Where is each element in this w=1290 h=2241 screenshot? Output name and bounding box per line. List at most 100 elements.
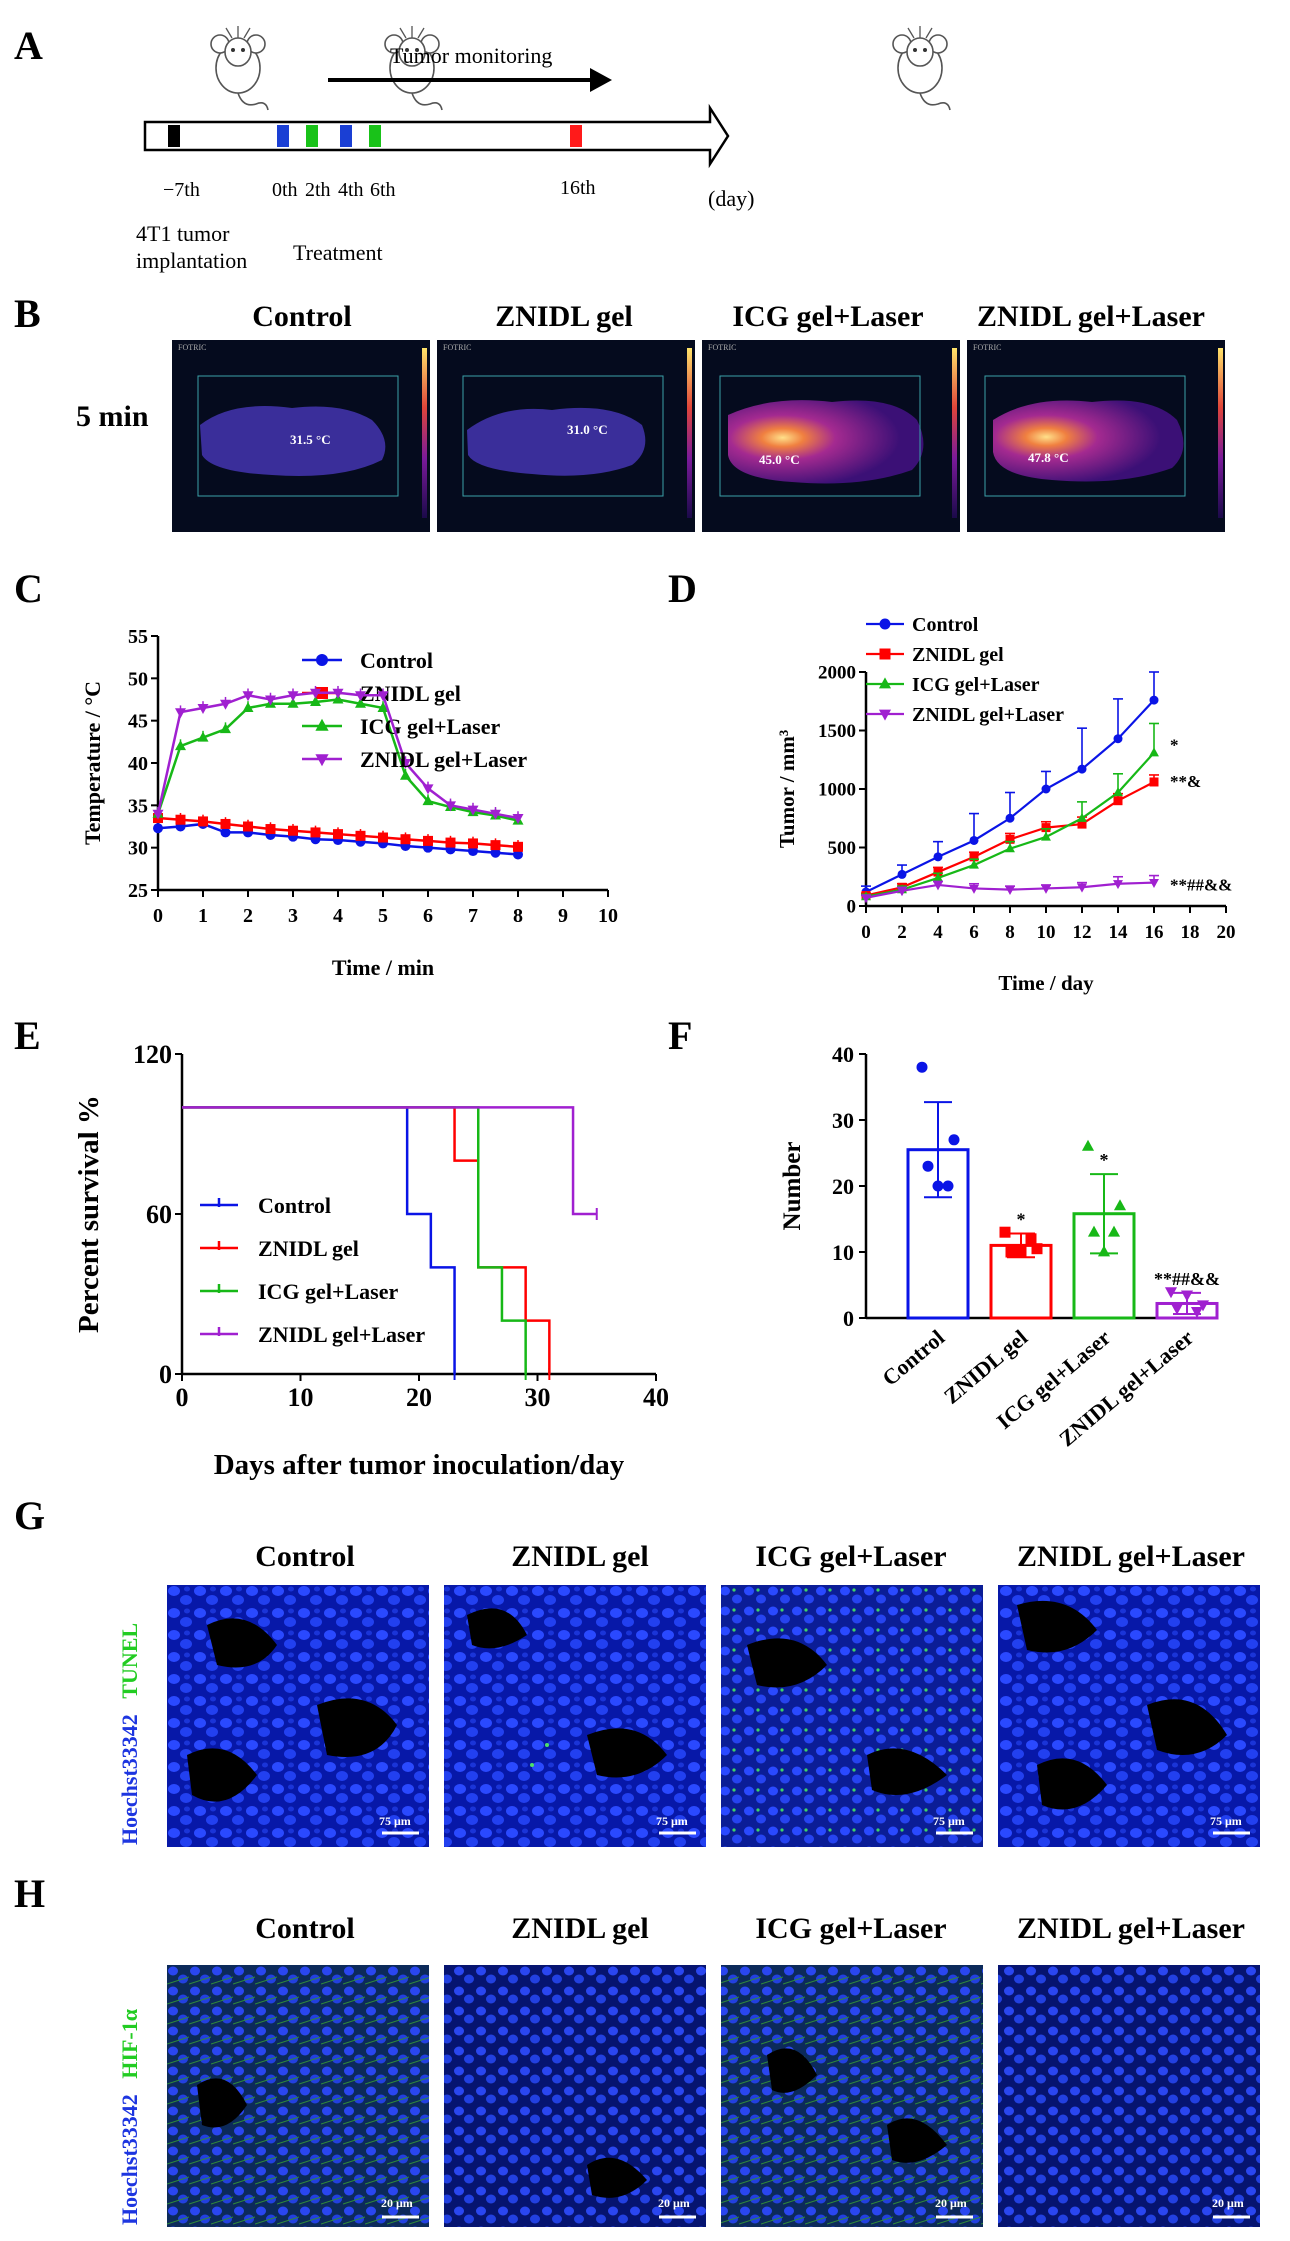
data-point — [513, 849, 523, 860]
y-tick-label: 2000 — [818, 663, 856, 684]
implant-label: 4T1 tumor — [136, 221, 230, 246]
data-point — [1015, 1246, 1027, 1258]
legend-label: ZNIDL gel+Laser — [360, 747, 527, 772]
x-tick-label: 6 — [969, 922, 979, 943]
data-point — [1113, 796, 1123, 806]
scale-bar-label: 20 μm — [658, 2196, 690, 2210]
significance-label: **##&& — [1154, 1269, 1220, 1289]
y-axis-label: Number — [779, 1142, 806, 1231]
data-point — [422, 784, 434, 795]
monitoring-label: Tumor monitoring — [390, 43, 552, 68]
x-tick-label: 8 — [1005, 922, 1015, 943]
y-tick-label: 0 — [843, 1306, 854, 1331]
data-point — [400, 759, 411, 769]
chart-survival: 0 10 20 30 40 0 60 120 Days after tumor inoculat… — [73, 1040, 669, 1480]
data-point — [879, 648, 891, 660]
stain-label: Hoechst33342 HIF-1α — [117, 2009, 143, 2225]
scale-bar-label: 75 μm — [656, 1814, 688, 1828]
data-point — [948, 1134, 960, 1146]
y-tick-label: 500 — [828, 838, 857, 859]
data-point — [1149, 747, 1159, 757]
x-axis-label: Time / day — [998, 971, 1094, 995]
data-point — [878, 677, 892, 689]
panel-letter-a: A — [14, 23, 43, 68]
data-point — [1041, 831, 1051, 841]
thermal-image-control: FOTRIC 31.5 °C — [172, 340, 430, 532]
thermal-images: FOTRIC 31.5 °C FOTRIC 31.0 °C FOTRIC 45.… — [172, 340, 1225, 532]
data-point — [175, 708, 186, 719]
timeline-arrow — [143, 103, 730, 169]
data-point — [1113, 734, 1123, 744]
micro-image: 75 μm — [444, 1585, 706, 1847]
data-point — [1025, 1233, 1037, 1245]
data-point — [1077, 819, 1087, 829]
day-label: 0th — [272, 179, 298, 201]
x-axis-label: Time / min — [332, 955, 434, 980]
data-point — [1005, 834, 1015, 844]
data-point — [1041, 784, 1051, 794]
data-point — [265, 824, 276, 835]
y-tick-label: 0 — [847, 897, 857, 918]
x-axis-label: Days after tumor inoculation/day — [214, 1449, 625, 1480]
thermal-title: Control — [252, 300, 352, 333]
data-point — [175, 814, 186, 825]
data-point — [243, 821, 253, 832]
data-point — [378, 832, 388, 843]
category-label: Control — [877, 1325, 949, 1391]
series-line — [865, 751, 1155, 898]
data-point — [1149, 879, 1159, 888]
day-marker — [277, 125, 289, 147]
stain-blue: Hoechst33342 — [117, 2094, 142, 2225]
time-label: 5 min — [76, 400, 149, 433]
y-tick-label: 30 — [128, 838, 148, 860]
data-point — [1041, 823, 1051, 833]
day-marker — [570, 125, 582, 147]
data-point — [288, 825, 298, 836]
y-tick-label: 120 — [133, 1040, 172, 1069]
legend-label: ICG gel+Laser — [912, 674, 1040, 696]
data-point — [1005, 886, 1015, 896]
panel-letter-f: F — [668, 1013, 693, 1058]
data-point — [879, 618, 891, 630]
data-point — [1031, 1243, 1043, 1255]
day-label: 6th — [370, 179, 396, 201]
survival-line — [182, 1106, 597, 1216]
micro-title: ZNIDL gel+Laser — [1017, 1912, 1245, 1945]
data-point — [897, 869, 907, 879]
data-point — [315, 718, 329, 731]
x-tick-label: 10 — [288, 1383, 314, 1412]
data-point — [377, 691, 389, 702]
panel-letter-g: G — [14, 1493, 46, 1538]
micro-image: 20 μm — [721, 1965, 983, 2227]
micro-title: Control — [255, 1912, 355, 1945]
data-point — [512, 814, 524, 825]
x-tick-label: 30 — [525, 1383, 551, 1412]
mouse-icon — [384, 25, 443, 111]
y-tick-label: 50 — [128, 668, 148, 690]
thermal-image-znidl-laser: FOTRIC 47.8 °C — [967, 340, 1225, 532]
y-tick-label: 30 — [832, 1108, 854, 1133]
x-tick-label: 0 — [176, 1383, 189, 1412]
mouse-icon — [892, 25, 951, 111]
thermal-title: ZNIDL gel — [495, 300, 633, 333]
data-point — [1077, 883, 1087, 893]
scale-bar-label: 20 μm — [381, 2196, 413, 2210]
y-tick-label: 10 — [832, 1240, 854, 1265]
data-point — [467, 805, 479, 816]
day-marker — [168, 125, 180, 147]
data-point — [1005, 843, 1015, 853]
micro-title: ZNIDL gel+Laser — [1017, 1540, 1245, 1573]
x-tick-label: 5 — [378, 905, 388, 927]
data-point — [932, 1180, 944, 1192]
legend-label: ZNIDL gel+Laser — [912, 704, 1064, 726]
data-point — [332, 688, 344, 699]
data-point — [1113, 880, 1123, 890]
data-point — [1041, 884, 1051, 894]
treatment-label: Treatment — [293, 240, 383, 265]
x-tick-label: 10 — [598, 905, 618, 927]
data-point — [969, 852, 979, 862]
data-point — [287, 697, 299, 708]
thermal-image-icg: FOTRIC 45.0 °C — [702, 340, 960, 532]
data-point — [242, 691, 254, 702]
